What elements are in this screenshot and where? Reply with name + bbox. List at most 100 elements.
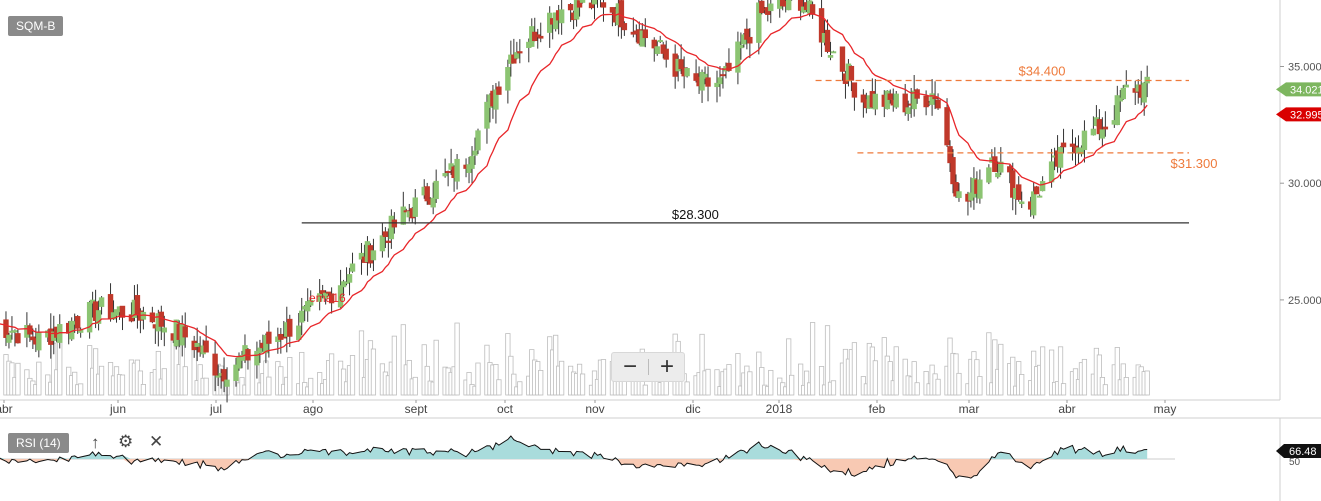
candle-body <box>233 364 239 381</box>
candle-body <box>654 46 660 54</box>
candle-body <box>735 41 741 73</box>
candle-body <box>785 0 792 11</box>
volume-bar <box>923 371 929 396</box>
candle-body <box>818 8 825 43</box>
volume-bars <box>3 322 1150 396</box>
volume-bar <box>911 361 917 396</box>
volume-bar <box>1060 383 1067 396</box>
volume-bar <box>78 383 84 396</box>
volume-bar <box>851 342 858 396</box>
volume-bar <box>57 340 63 396</box>
volume-bar <box>15 362 21 396</box>
volume-bar <box>308 377 314 396</box>
candle-body <box>579 0 586 3</box>
candle-body <box>839 46 846 72</box>
volume-bar <box>699 333 705 396</box>
candle-body <box>573 0 580 20</box>
candle-body <box>1057 146 1064 168</box>
candle-body <box>472 150 478 156</box>
candle-body <box>956 191 962 199</box>
candle-body <box>1007 166 1013 173</box>
candle-body <box>15 333 21 344</box>
gear-icon[interactable]: ⚙ <box>118 432 134 451</box>
candle-body <box>1114 95 1121 126</box>
candle-body <box>1120 87 1126 100</box>
candle-body <box>923 95 929 108</box>
volume-bar <box>809 322 816 396</box>
zoom-divider <box>648 359 649 375</box>
candle-body <box>158 311 165 327</box>
volume-bar <box>1019 374 1025 396</box>
candle-body <box>307 299 314 306</box>
x-tick-label: dic <box>685 402 700 416</box>
arrow-up-icon[interactable]: ↑ <box>91 433 100 452</box>
candle-body <box>588 2 595 9</box>
volume-bar <box>747 371 753 396</box>
zoom-out-button[interactable]: − <box>622 353 637 380</box>
candle-body <box>1060 142 1067 148</box>
candle-body <box>382 231 389 237</box>
candle-body <box>110 312 117 320</box>
candles <box>3 0 1150 403</box>
rsi-label[interactable]: RSI (14) <box>8 433 69 453</box>
volume-bar <box>119 374 126 396</box>
candle-body <box>1141 82 1147 103</box>
volume-bar <box>887 361 893 396</box>
volume-bar <box>299 351 305 396</box>
candle-body <box>1078 147 1085 155</box>
volume-bar <box>992 339 998 396</box>
volume-bar <box>466 372 472 396</box>
rsi-value-tag: 66.48 <box>1289 446 1317 458</box>
candle-body <box>824 29 831 52</box>
candle-body <box>535 34 541 38</box>
candle-body <box>454 158 460 182</box>
volume-bar <box>726 364 732 396</box>
candle-body <box>257 347 263 354</box>
candle-body <box>433 180 439 200</box>
candle-body <box>343 281 350 284</box>
volume-bar <box>137 370 144 396</box>
volume-bar <box>986 332 992 396</box>
candle-body <box>830 51 837 54</box>
candle-body <box>263 335 269 354</box>
candle-body <box>977 179 983 199</box>
volume-bar <box>1096 354 1102 396</box>
x-tick-label: abr <box>0 402 13 416</box>
candle-body <box>1081 130 1088 151</box>
volume-bar <box>579 373 586 396</box>
zoom-in-button[interactable]: + <box>659 353 674 380</box>
candle-body <box>254 350 260 366</box>
ticker-label: SQM-B <box>8 16 64 36</box>
candle-body <box>442 173 448 177</box>
candle-body <box>266 331 272 344</box>
level-label: $31.300 <box>1171 156 1218 171</box>
x-tick-label: feb <box>869 402 886 416</box>
volume-bar <box>600 359 607 396</box>
candle-body <box>651 39 657 49</box>
candle-body <box>74 316 81 329</box>
candle-body <box>1117 97 1124 102</box>
volume-bar <box>998 343 1004 396</box>
candle-body <box>935 99 941 109</box>
candle-body <box>747 36 753 44</box>
candle-body <box>322 292 329 299</box>
volume-bar <box>140 384 146 396</box>
candle-body <box>642 29 648 39</box>
level-lines: $38.600$28.300$34.400$31.300 <box>301 64 1218 224</box>
close-icon[interactable]: ✕ <box>149 432 164 451</box>
last-price-tag-bg <box>1276 82 1321 97</box>
volume-bar <box>511 373 517 396</box>
candle-body <box>445 171 451 174</box>
volume-bar <box>496 379 502 396</box>
candle-body <box>12 330 18 333</box>
zoom-control: − + <box>611 352 685 382</box>
volume-bar <box>412 376 418 396</box>
x-tick-label: jun <box>109 402 126 416</box>
x-tick-label: mar <box>959 402 980 416</box>
candle-body <box>119 305 126 318</box>
candle-body <box>337 285 344 308</box>
volume-bar <box>475 362 481 396</box>
volume-bar <box>759 367 765 396</box>
candle-body <box>720 74 726 77</box>
